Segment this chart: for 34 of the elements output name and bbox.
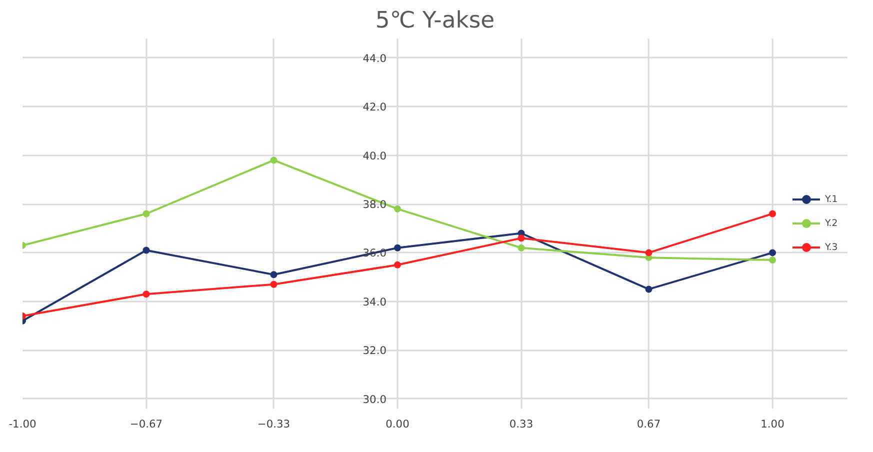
y-tick-label: 32.0 <box>362 344 387 358</box>
x-tick-label: -1.00 <box>8 418 37 430</box>
point <box>270 280 278 288</box>
point <box>518 234 525 242</box>
y-tick-label: 38.0 <box>362 198 387 212</box>
x-tick-label: −0.67 <box>130 418 163 430</box>
legend-label: Y.3 <box>825 242 839 252</box>
legend-label: Y.2 <box>825 218 839 228</box>
point <box>769 249 776 256</box>
x-tick-label: −0.33 <box>257 418 290 430</box>
point <box>270 156 278 164</box>
point <box>142 290 150 298</box>
y-tick-label: 40.0 <box>362 149 387 162</box>
legend-label: Y.1 <box>825 194 839 204</box>
point <box>394 261 401 268</box>
y-tick-label: 34.0 <box>362 295 387 308</box>
point <box>645 249 652 256</box>
point <box>270 271 278 278</box>
point <box>769 256 776 264</box>
chart-title: 5℃ Y-akse <box>375 8 495 34</box>
x-tick-label: 0.33 <box>509 418 534 430</box>
x-tick-label: 1.00 <box>760 418 785 430</box>
point <box>645 286 652 293</box>
point <box>518 244 525 252</box>
y-tick-label: 44.0 <box>362 52 387 65</box>
x-tick-label: 0.00 <box>386 418 410 430</box>
point <box>394 205 401 212</box>
y-tick-label: 42.0 <box>362 100 387 114</box>
point <box>142 246 150 254</box>
point <box>142 210 150 218</box>
x-tick-label: 0.67 <box>636 418 661 430</box>
y-tick-label: 30.0 <box>362 392 387 406</box>
point <box>769 210 776 218</box>
point <box>394 244 401 252</box>
